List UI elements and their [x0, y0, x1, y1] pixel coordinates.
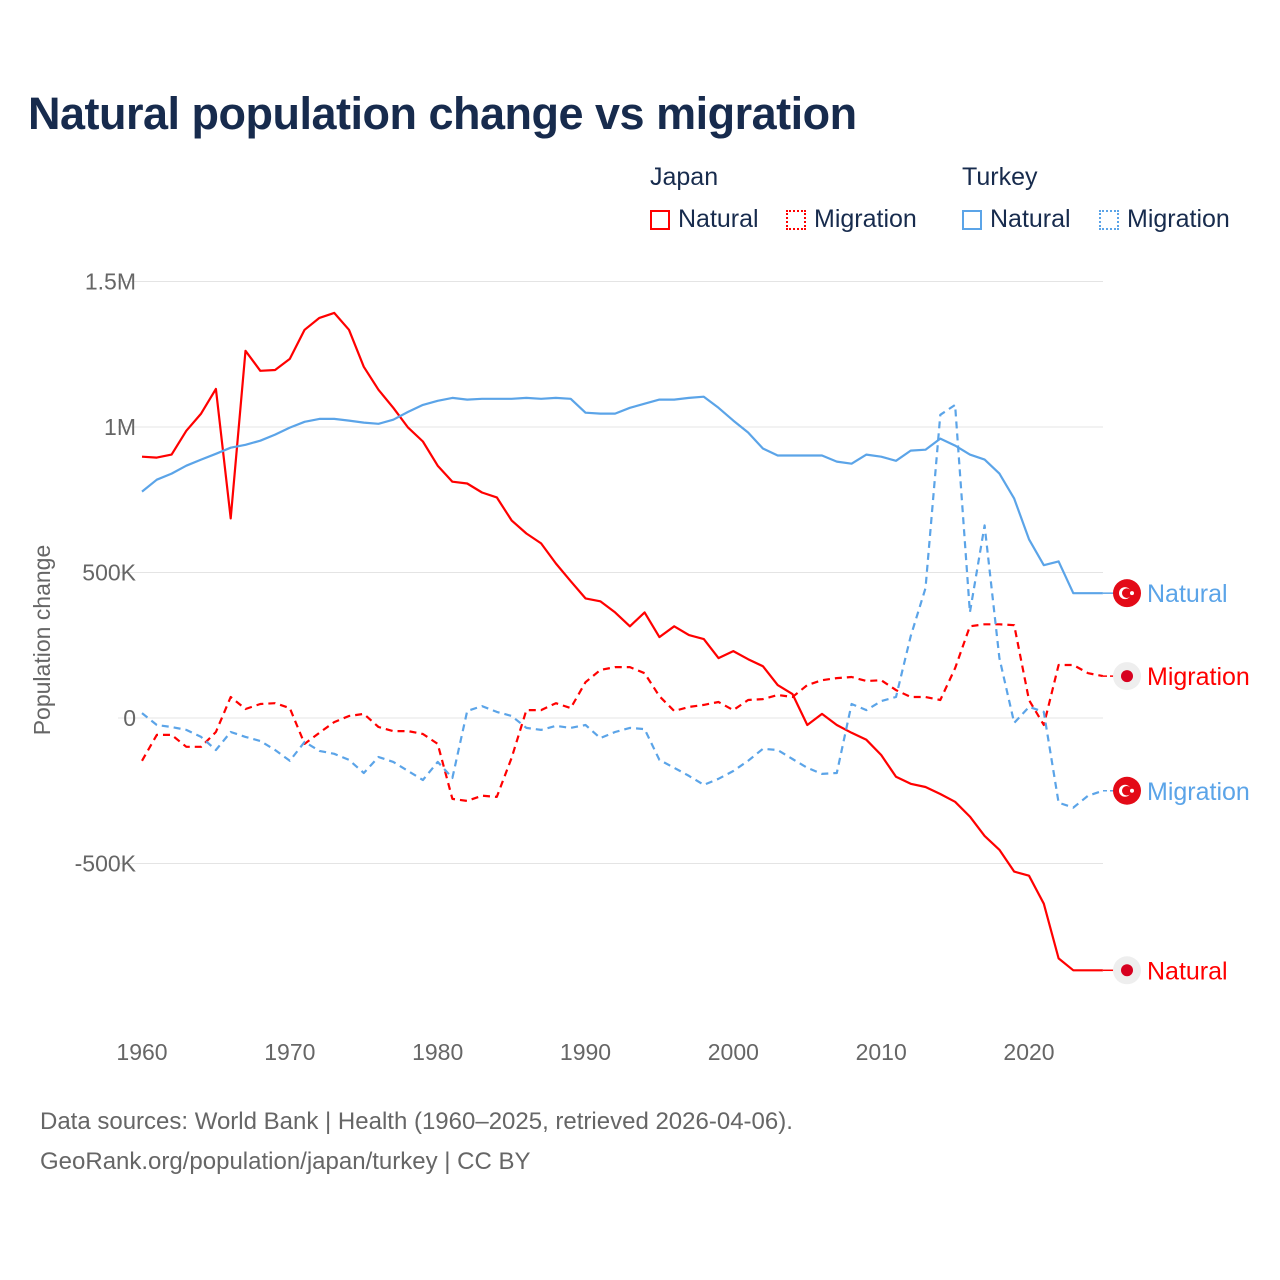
dotted-swatch-icon: [1099, 209, 1119, 230]
sun-disc: [1121, 670, 1133, 683]
legend-japan-migration[interactable]: Migration: [786, 205, 917, 234]
legend-turkey-migration[interactable]: Migration: [1099, 205, 1230, 234]
end-label: Migration: [1147, 663, 1250, 691]
legend-label: Natural: [678, 205, 759, 233]
crescent-inner: [1122, 588, 1132, 598]
sun-disc: [1121, 964, 1133, 977]
y-tick-label: 0: [123, 705, 136, 731]
source-line: Data sources: World Bank | Health (1960–…: [40, 1108, 793, 1135]
solid-swatch-icon: [650, 209, 670, 230]
x-tick-label: 1980: [412, 1039, 463, 1065]
turkey-flag-icon: [1113, 776, 1141, 805]
legend-group-japan: Japan: [650, 163, 719, 191]
star: [1130, 788, 1134, 793]
legend-label: Natural: [990, 205, 1071, 233]
series-line-turkey-natural: [141, 395, 1103, 595]
y-tick-label: 1.5M: [85, 269, 136, 295]
dotted-swatch-icon: [786, 209, 806, 230]
y-tick-label: 500K: [82, 560, 136, 586]
crescent-inner: [1122, 785, 1132, 796]
x-tick-label: 2000: [708, 1039, 759, 1065]
x-tick-label: 1960: [116, 1039, 167, 1065]
y-tick-label: 1M: [104, 414, 136, 440]
series-line-japan-migration: [141, 623, 1104, 803]
turkey-flag-icon: [1113, 579, 1141, 608]
legend-label: Migration: [814, 205, 917, 233]
legend-label: Migration: [1127, 205, 1230, 233]
legend-japan-natural[interactable]: Natural: [650, 205, 759, 234]
legend-turkey-natural[interactable]: Natural: [962, 205, 1071, 234]
x-tick-label: 2010: [856, 1039, 907, 1065]
japan-flag-icon: [1113, 956, 1141, 985]
x-tick-label: 1990: [560, 1039, 611, 1065]
x-tick-label: 2020: [1003, 1039, 1054, 1065]
end-label: Natural: [1147, 580, 1228, 608]
series-line-japan-natural: [141, 311, 1103, 972]
legend-group-turkey: Turkey: [962, 163, 1038, 191]
source-url[interactable]: GeoRank.org/population/japan/turkey | CC…: [40, 1148, 531, 1175]
y-axis-label: Population change: [29, 545, 55, 736]
solid-swatch-icon: [962, 209, 982, 230]
chart-title: Natural population change vs migration: [28, 88, 857, 139]
y-tick-label: -500K: [75, 851, 137, 877]
japan-flag-icon: [1113, 662, 1141, 691]
star: [1130, 591, 1134, 596]
end-label: Migration: [1147, 778, 1250, 806]
end-label: Natural: [1147, 957, 1228, 985]
x-tick-label: 1970: [264, 1039, 315, 1065]
series-line-turkey-migration: [141, 403, 1104, 809]
